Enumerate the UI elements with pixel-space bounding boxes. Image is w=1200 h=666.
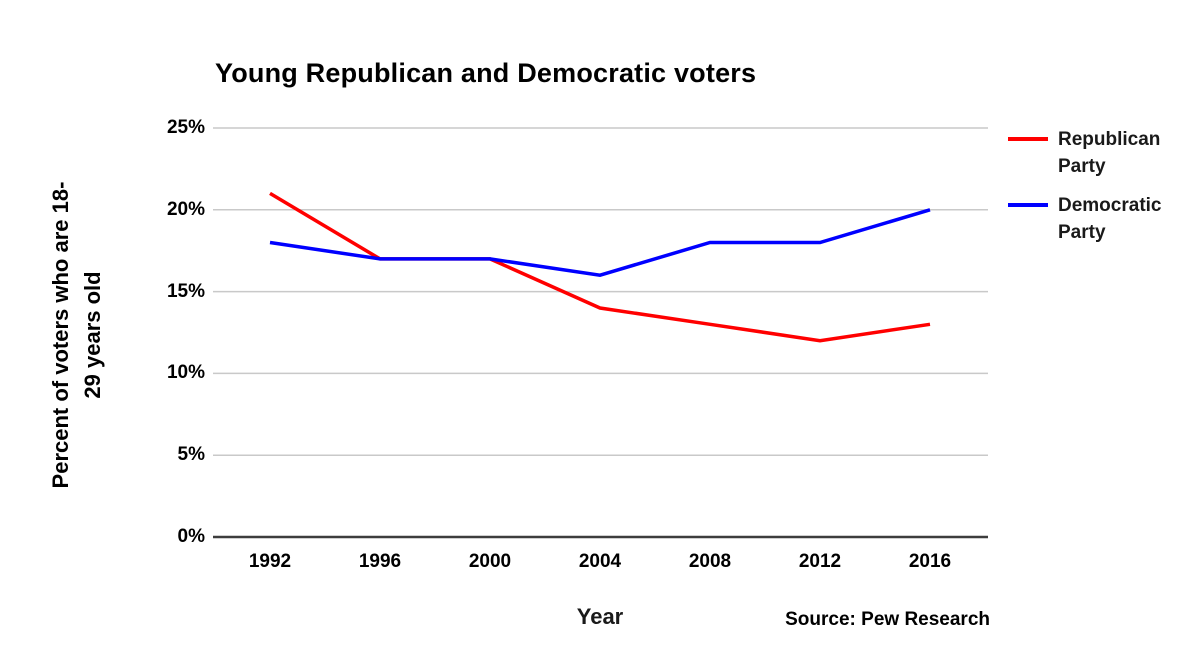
y-tick-label: 25% — [166, 117, 205, 138]
y-tick-label: 10% — [166, 362, 205, 384]
legend-label: Democratic Party — [1058, 195, 1162, 243]
legend-swatch — [1008, 203, 1048, 207]
legend-item-democratic-party: Democratic Party — [1008, 192, 1180, 246]
y-axis-title-line2: 29 years old — [80, 271, 105, 399]
x-tick-label: 1992 — [248, 551, 292, 572]
legend-swatch — [1008, 137, 1048, 141]
y-tick-label: 20% — [166, 198, 205, 220]
x-tick-label: 2012 — [798, 551, 842, 572]
legend: Republican Party Democratic Party — [1008, 126, 1180, 246]
x-axis-title: Year — [576, 604, 624, 629]
chart-title: Young Republican and Democratic voters — [215, 58, 757, 88]
legend-item-republican-party: Republican Party — [1008, 126, 1180, 180]
x-tick-label: 1996 — [358, 551, 402, 572]
y-tick-label: 0% — [177, 526, 205, 547]
y-tick-label: 5% — [177, 444, 205, 466]
y-tick-label: 15% — [166, 280, 205, 302]
x-tick-label: 2008 — [688, 551, 732, 572]
y-axis-title-line1: Percent of voters who are 18- — [48, 181, 73, 489]
series-line-democratic-party — [269, 208, 931, 277]
x-tick-label: 2016 — [908, 551, 952, 572]
series-line-republican-party — [269, 191, 931, 343]
source-note: Source: Pew Research — [785, 609, 990, 630]
x-tick-label: 2000 — [468, 551, 512, 572]
y-axis-title: Percent of voters who are 18- 29 years o… — [45, 125, 109, 545]
legend-label: Republican Party — [1058, 129, 1161, 177]
x-tick-label: 2004 — [578, 551, 622, 572]
